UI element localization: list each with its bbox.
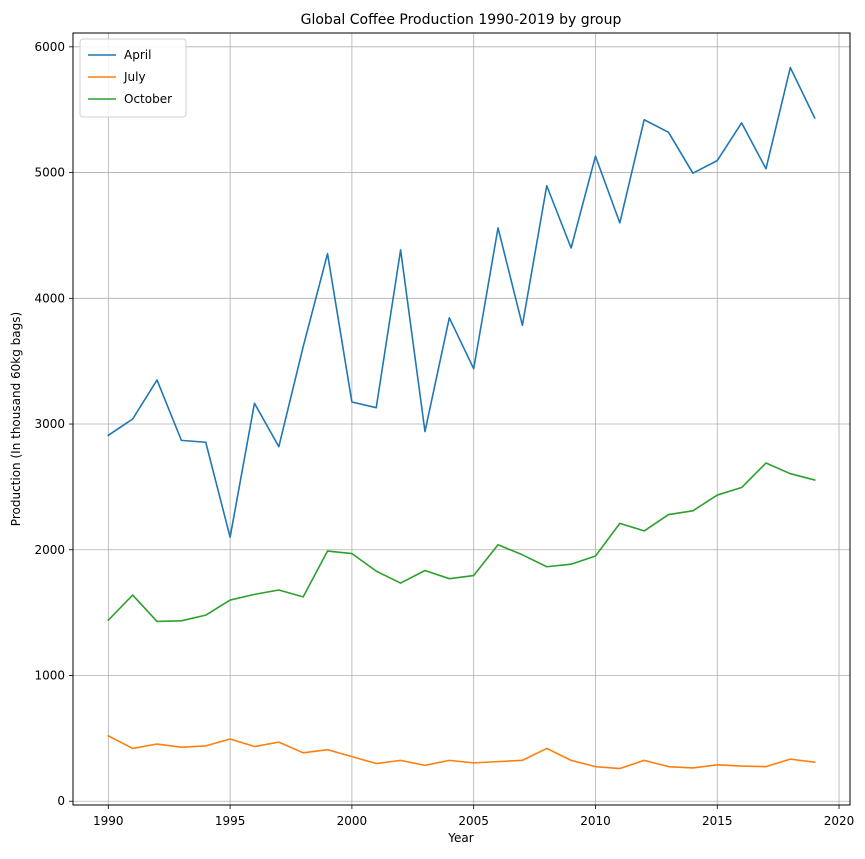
y-tick-label: 5000 (34, 166, 65, 180)
y-tick-label: 3000 (34, 417, 65, 431)
x-tick-label: 2010 (580, 814, 611, 828)
grid-layer (73, 33, 850, 805)
series-line-april (107, 66, 816, 538)
x-tick-label: 2005 (458, 814, 489, 828)
y-axis-label: Production (In thousand 60kg bags) (9, 312, 23, 526)
y-tick-label: 4000 (34, 291, 65, 305)
x-tick-label: 2015 (702, 814, 733, 828)
x-tick-label: 1990 (93, 814, 124, 828)
series-layer (107, 66, 816, 770)
series-line-july (107, 734, 816, 770)
plot-frame (72, 32, 851, 806)
legend-label-april: April (124, 48, 151, 62)
x-tick-label: 2000 (337, 814, 368, 828)
chart-title: Global Coffee Production 1990-2019 by gr… (301, 12, 622, 28)
x-axis-label: Year (447, 831, 473, 845)
x-tick-label: 1995 (215, 814, 246, 828)
y-tick-label: 6000 (34, 40, 65, 54)
legend-label-july: July (123, 70, 146, 84)
x-tick-label: 2020 (824, 814, 855, 828)
y-tick-label: 2000 (34, 543, 65, 557)
series-line-october (107, 462, 816, 623)
y-tick-label: 0 (57, 794, 65, 808)
legend-box (79, 38, 187, 118)
legend-label-october: October (124, 92, 172, 106)
legend: April July October (79, 38, 187, 118)
tick-layer: 1990 1995 2000 2005 2010 2015 2020 0 1000 2000 300… (34, 40, 854, 828)
y-tick-label: 1000 (34, 668, 65, 682)
